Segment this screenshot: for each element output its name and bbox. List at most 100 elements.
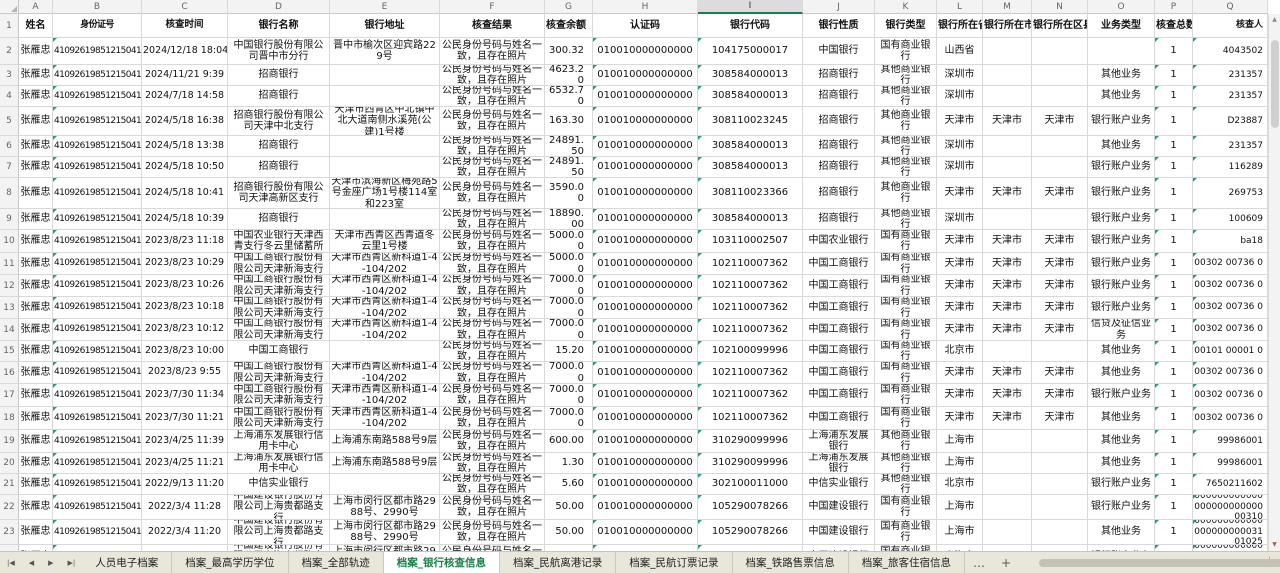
cell-G21[interactable]: 5.60	[545, 474, 593, 495]
cell-E18[interactable]: 天津市西青区新科道1-4-104/202	[330, 407, 440, 430]
cell-D6[interactable]: 招商银行	[228, 136, 330, 157]
cell-G11[interactable]: 5000.00	[545, 253, 593, 275]
cell-K23[interactable]: 国有商业银行	[875, 520, 937, 545]
cell-K12[interactable]: 国有商业银行	[875, 275, 937, 297]
cell-O14[interactable]: 信贷及征信业务	[1088, 319, 1155, 341]
cell-F5[interactable]: 公民身份号码与姓名一致，且存在照片	[440, 107, 545, 136]
cell-D3[interactable]: 招商银行	[228, 65, 330, 86]
cell-G5[interactable]: 163.30	[545, 107, 593, 136]
column-header-A[interactable]: A	[19, 0, 53, 14]
cell-C17[interactable]: 2023/7/30 11:34	[142, 384, 228, 407]
cell-O24[interactable]: 银行账户业务	[1088, 545, 1155, 551]
cell-B16[interactable]: 410926198512150412	[53, 362, 142, 384]
row-number-13[interactable]: 13	[0, 297, 19, 319]
cell-B7[interactable]: 410926198512150412	[53, 157, 142, 178]
cell-P5[interactable]: 1	[1155, 107, 1193, 136]
cell-D10[interactable]: 中国农业银行天津西青支行冬云里储蓄所	[228, 230, 330, 253]
cell-A10[interactable]: 张雁忠	[19, 230, 53, 253]
cell-A23[interactable]: 张雁忠	[19, 520, 53, 545]
cell-Q1[interactable]: 核查人	[1193, 14, 1268, 38]
row-number-9[interactable]: 9	[0, 209, 19, 230]
cell-A12[interactable]: 张雁忠	[19, 275, 53, 297]
cell-I21[interactable]: 302100011000	[698, 474, 803, 495]
cell-D15[interactable]: 中国工商银行	[228, 341, 330, 362]
cell-P17[interactable]: 1	[1155, 384, 1193, 407]
cell-A18[interactable]: 张雁忠	[19, 407, 53, 430]
cell-F11[interactable]: 公民身份号码与姓名一致，且存在照片	[440, 253, 545, 275]
cell-G14[interactable]: 7000.00	[545, 319, 593, 341]
cell-I23[interactable]: 105290078266	[698, 520, 803, 545]
row-number-14[interactable]: 14	[0, 319, 19, 341]
cell-L24[interactable]: 上海市	[937, 545, 983, 551]
vertical-scrollbar[interactable]: ▲ ▼	[1268, 14, 1280, 551]
row-number-6[interactable]: 6	[0, 136, 19, 157]
cell-G20[interactable]: 1.30	[545, 453, 593, 474]
cell-N16[interactable]: 天津市	[1032, 362, 1088, 384]
cell-P20[interactable]: 1	[1155, 453, 1193, 474]
cell-Q19[interactable]: 99986001	[1193, 430, 1268, 453]
cell-C7[interactable]: 2024/5/18 10:50	[142, 157, 228, 178]
cell-N9[interactable]	[1032, 209, 1088, 230]
cell-D7[interactable]: 招商银行	[228, 157, 330, 178]
cell-H19[interactable]: 010010000000000	[593, 430, 698, 453]
cell-P4[interactable]: 1	[1155, 86, 1193, 107]
cell-D2[interactable]: 中国银行股份有限公司晋中市分行	[228, 38, 330, 65]
cell-K21[interactable]: 其他商业银行	[875, 474, 937, 495]
cell-I6[interactable]: 308584000013	[698, 136, 803, 157]
cell-O6[interactable]: 其他业务	[1088, 136, 1155, 157]
column-header-J[interactable]: J	[803, 0, 875, 14]
cell-J20[interactable]: 上海浦东发展银行	[803, 453, 875, 474]
cell-K16[interactable]: 国有商业银行	[875, 362, 937, 384]
cell-F14[interactable]: 公民身份号码与姓名一致，且存在照片	[440, 319, 545, 341]
cell-H13[interactable]: 010010000000000	[593, 297, 698, 319]
cell-C19[interactable]: 2023/4/25 11:39	[142, 430, 228, 453]
column-header-L[interactable]: L	[937, 0, 983, 14]
cell-P12[interactable]: 1	[1155, 275, 1193, 297]
cell-G10[interactable]: 5000.00	[545, 230, 593, 253]
cell-O15[interactable]: 其他业务	[1088, 341, 1155, 362]
cell-L10[interactable]: 天津市	[937, 230, 983, 253]
cell-O20[interactable]: 其他业务	[1088, 453, 1155, 474]
cell-I22[interactable]: 105290078266	[698, 495, 803, 520]
cell-Q8[interactable]: 269753	[1193, 178, 1268, 209]
scroll-up-icon[interactable]: ▲	[1272, 16, 1277, 23]
cell-N1[interactable]: 银行所在区县	[1032, 14, 1088, 38]
column-header-Q[interactable]: Q	[1193, 0, 1268, 14]
cell-F20[interactable]: 公民身份号码与姓名一致，且存在照片	[440, 453, 545, 474]
sheet-tab-1[interactable]: 档案_最高学历学位	[172, 552, 289, 573]
cell-L1[interactable]: 银行所在省	[937, 14, 983, 38]
cell-D14[interactable]: 中国工商银行股份有限公司天津新海支行	[228, 319, 330, 341]
cell-I13[interactable]: 102110007362	[698, 297, 803, 319]
cell-L5[interactable]: 天津市	[937, 107, 983, 136]
cell-I2[interactable]: 104175000017	[698, 38, 803, 65]
cell-I4[interactable]: 308584000013	[698, 86, 803, 107]
cell-K9[interactable]: 其他商业银行	[875, 209, 937, 230]
cell-L9[interactable]: 深圳市	[937, 209, 983, 230]
cell-E4[interactable]	[330, 86, 440, 107]
cell-D21[interactable]: 中信实业银行	[228, 474, 330, 495]
cell-B17[interactable]: 410926198512150412	[53, 384, 142, 407]
row-number-17[interactable]: 17	[0, 384, 19, 407]
cell-B10[interactable]: 410926198512150412	[53, 230, 142, 253]
cell-G8[interactable]: 3590.00	[545, 178, 593, 209]
cell-I7[interactable]: 308584000013	[698, 157, 803, 178]
cell-F6[interactable]: 公民身份号码与姓名一致，且存在照片	[440, 136, 545, 157]
cell-C16[interactable]: 2023/8/23 9:55	[142, 362, 228, 384]
cell-H4[interactable]: 010010000000000	[593, 86, 698, 107]
cell-J22[interactable]: 中国建设银行	[803, 495, 875, 520]
cell-E22[interactable]: 上海市闵行区都市路2988号、2990号	[330, 495, 440, 520]
cell-J16[interactable]: 中国工商银行	[803, 362, 875, 384]
cell-G13[interactable]: 7000.00	[545, 297, 593, 319]
cell-B14[interactable]: 410926198512150412	[53, 319, 142, 341]
cell-L4[interactable]: 深圳市	[937, 86, 983, 107]
cell-N8[interactable]: 天津市	[1032, 178, 1088, 209]
cell-C4[interactable]: 2024/7/18 14:58	[142, 86, 228, 107]
cell-B3[interactable]: 410926198512150412	[53, 65, 142, 86]
cell-M20[interactable]	[983, 453, 1032, 474]
cell-L3[interactable]: 深圳市	[937, 65, 983, 86]
cell-O23[interactable]: 其他业务	[1088, 520, 1155, 545]
cell-N17[interactable]: 天津市	[1032, 384, 1088, 407]
sheet-tab-0[interactable]: 人员电子档案	[82, 552, 173, 573]
cell-L18[interactable]: 天津市	[937, 407, 983, 430]
cell-G24[interactable]: 50.00	[545, 545, 593, 551]
